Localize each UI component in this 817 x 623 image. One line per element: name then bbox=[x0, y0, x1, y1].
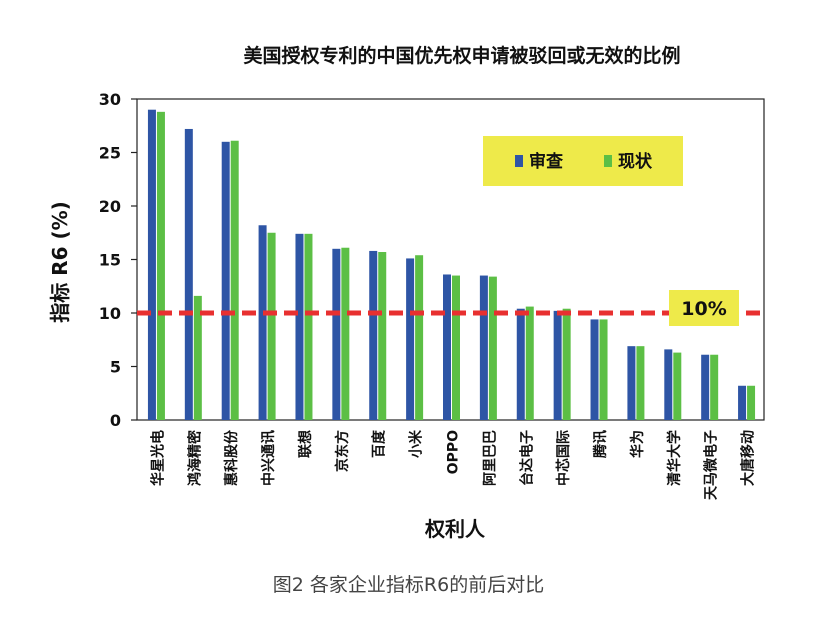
bar-xianzhuang bbox=[599, 319, 608, 420]
x-tick-label: 百度 bbox=[371, 429, 388, 458]
figure-caption: 图2 各家企业指标R6的前后对比 bbox=[272, 574, 545, 596]
y-tick-label: 0 bbox=[110, 411, 121, 430]
bar-shencha bbox=[443, 274, 451, 420]
legend-label: 审查 bbox=[529, 151, 564, 172]
bar-xianzhuang bbox=[415, 255, 424, 420]
bar-xianzhuang bbox=[562, 308, 571, 420]
x-tick-label: 中兴通讯 bbox=[260, 430, 277, 486]
bar-shencha bbox=[295, 233, 304, 420]
bar-xianzhuang bbox=[636, 346, 645, 420]
x-tick-label: 大唐移动 bbox=[740, 430, 757, 486]
y-axis-label: 指标 R6 (%) bbox=[48, 201, 72, 323]
y-tick-label: 30 bbox=[99, 90, 121, 109]
chart-title: 美国授权专利的中国优先权申请被驳回或无效的比例 bbox=[243, 44, 680, 67]
bar-shencha bbox=[479, 275, 488, 420]
bar-xianzhuang bbox=[341, 247, 350, 420]
legend-swatch bbox=[515, 155, 523, 167]
plot-area: 0 5 10 15 20 25 30 华星光电 鸿海精密 惠科股份 中兴通讯 联想 京东方 百度 小米 OPP… bbox=[99, 90, 765, 500]
bar-xianzhuang bbox=[156, 111, 165, 420]
x-tick-label: 鸿海精密 bbox=[186, 430, 203, 486]
x-tick-label: OPPO bbox=[446, 430, 462, 474]
bar-xianzhuang bbox=[452, 275, 460, 420]
bar-xianzhuang bbox=[488, 276, 497, 420]
x-tick-label: 惠科股份 bbox=[223, 429, 240, 486]
y-tick-label: 25 bbox=[99, 144, 121, 163]
bar-shencha bbox=[553, 310, 562, 420]
x-tick-label: 腾讯 bbox=[592, 430, 609, 458]
y-tick-label: 20 bbox=[99, 197, 121, 216]
legend-box bbox=[483, 136, 683, 186]
bar-shencha bbox=[332, 248, 341, 420]
bar-shencha bbox=[590, 319, 599, 420]
reference-label: 10% bbox=[681, 298, 726, 320]
x-tick-label: 华为 bbox=[629, 430, 646, 458]
bar-shencha bbox=[147, 109, 156, 420]
y-tick-label: 10 bbox=[99, 304, 121, 323]
bar-xianzhuang bbox=[710, 354, 719, 420]
reference-label-box bbox=[669, 290, 739, 326]
bar-shencha bbox=[516, 308, 525, 420]
legend-swatch bbox=[604, 155, 612, 167]
bar-xianzhuang bbox=[304, 233, 313, 420]
chart: 美国授权专利的中国优先权申请被驳回或无效的比例 0 5 10 15 20 25 30 华星光电… bbox=[48, 44, 765, 541]
bar-xianzhuang bbox=[673, 352, 682, 420]
bar-xianzhuang bbox=[378, 252, 387, 420]
bar-shencha bbox=[701, 354, 710, 420]
x-tick-label: 清华大学 bbox=[666, 430, 683, 486]
bar-shencha bbox=[369, 250, 378, 420]
x-tick-label: 天马微电子 bbox=[703, 430, 720, 500]
x-tick-label: 联想 bbox=[297, 430, 314, 458]
x-tick-label: 中芯国际 bbox=[555, 430, 572, 486]
bar-xianzhuang bbox=[747, 385, 756, 420]
bar-shencha bbox=[184, 128, 193, 420]
bar-shencha bbox=[221, 141, 230, 421]
bar-xianzhuang bbox=[525, 306, 534, 420]
x-tick-label: 华星光电 bbox=[149, 430, 166, 486]
x-tick-label: 阿里巴巴 bbox=[482, 430, 498, 486]
x-tick-label: 台达电子 bbox=[518, 430, 535, 486]
x-tick-label: 小米 bbox=[408, 429, 425, 458]
bar-xianzhuang bbox=[230, 140, 239, 421]
bar-shencha bbox=[627, 346, 636, 420]
x-tick-label: 京东方 bbox=[334, 430, 351, 472]
bar-shencha bbox=[664, 349, 673, 420]
y-tick-label: 15 bbox=[99, 251, 121, 270]
y-tick-label: 5 bbox=[110, 358, 121, 377]
legend-label: 现状 bbox=[618, 151, 653, 172]
x-axis-label: 权利人 bbox=[424, 517, 486, 541]
bar-shencha bbox=[258, 225, 267, 420]
bar-xianzhuang bbox=[193, 295, 202, 420]
bar-shencha bbox=[406, 258, 415, 420]
bar-shencha bbox=[738, 385, 747, 420]
bar-xianzhuang bbox=[267, 232, 276, 420]
